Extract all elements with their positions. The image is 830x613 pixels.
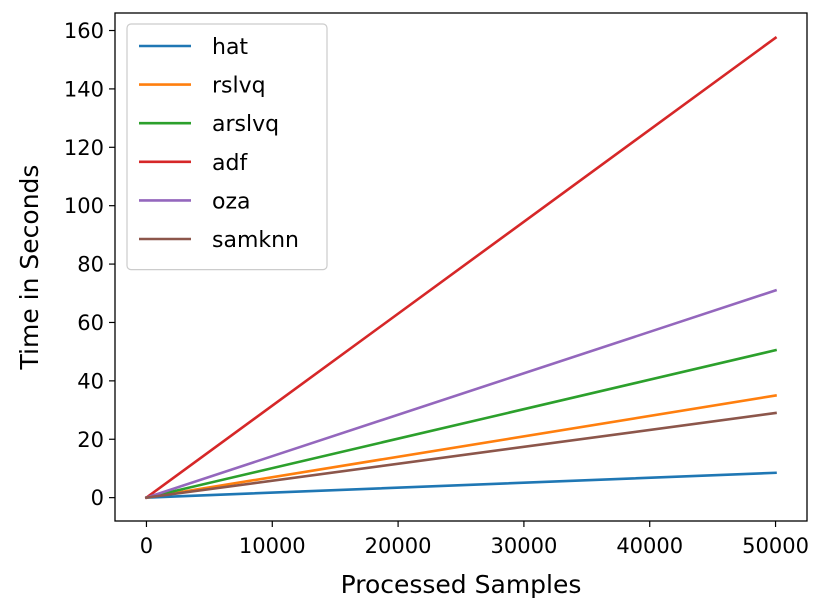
x-tick-label: 40000	[616, 534, 683, 558]
legend-label-rslvq: rslvq	[212, 74, 266, 99]
x-axis: 0 10000 20000 30000 40000 50000	[140, 521, 809, 558]
y-tick-label: 0	[91, 486, 104, 510]
legend-label-hat: hat	[212, 35, 248, 60]
x-tick-label: 0	[140, 534, 153, 558]
legend-label-samknn: samknn	[212, 228, 299, 253]
y-tick-label: 100	[64, 194, 104, 218]
y-tick-label: 40	[77, 369, 104, 393]
y-tick-label: 120	[64, 136, 104, 160]
series-line-rslvq	[145, 394, 777, 500]
y-axis: 0 20 40 60 80 100 120 140 160	[64, 19, 115, 510]
series-layer	[144, 35, 778, 500]
x-axis-label: Processed Samples	[341, 570, 582, 599]
series-line-hat	[145, 471, 777, 499]
y-tick-label: 60	[77, 311, 104, 335]
legend-label-adf: adf	[212, 151, 248, 176]
plot-frame	[114, 12, 808, 522]
series-line-arslvq	[144, 348, 778, 500]
x-tick-label: 30000	[491, 534, 558, 558]
y-tick-label: 80	[77, 253, 104, 277]
x-tick-label: 50000	[742, 534, 809, 558]
series-line-adf	[144, 35, 778, 500]
legend: hat rslvq arslvq adf oza samknn	[126, 23, 328, 271]
legend-label-oza: oza	[212, 189, 251, 214]
y-tick-label: 160	[64, 19, 104, 43]
x-tick-label: 10000	[239, 534, 306, 558]
y-tick-label: 140	[64, 77, 104, 101]
series-line-oza	[144, 288, 778, 500]
legend-label-arslvq: arslvq	[212, 112, 279, 137]
y-axis-label: Time in Seconds	[15, 165, 44, 371]
y-tick-label: 20	[77, 428, 104, 452]
x-tick-label: 20000	[365, 534, 432, 558]
series-line-samknn	[145, 411, 777, 500]
